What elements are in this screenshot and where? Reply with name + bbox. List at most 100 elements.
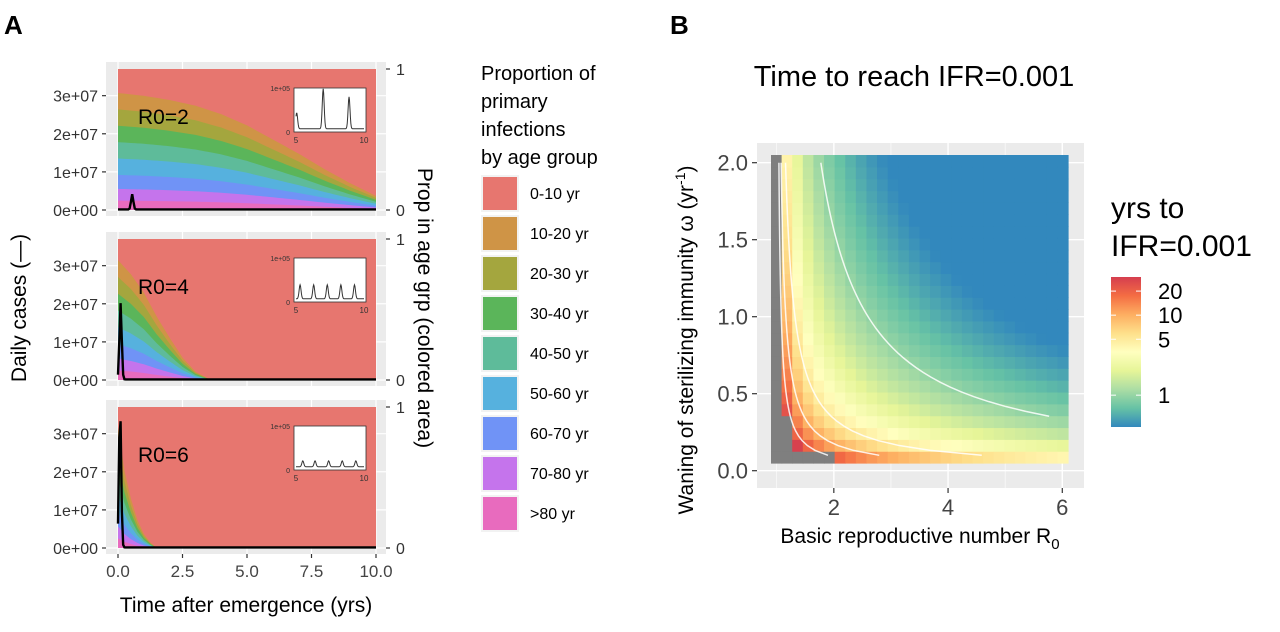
heatmap-tile <box>792 273 804 286</box>
heatmap-tile <box>1004 309 1016 322</box>
heatmap-tile <box>940 320 952 334</box>
heatmap-tile <box>993 226 1005 239</box>
heatmap-tile <box>845 451 857 464</box>
heatmap-tile <box>792 451 804 464</box>
heatmap-tile <box>961 380 974 393</box>
area-band--80-yr <box>118 200 376 210</box>
heatmap-tile <box>834 285 846 298</box>
heatmap-tile <box>781 261 793 275</box>
heatmap-tile <box>845 285 857 298</box>
heatmap-tile <box>877 356 889 369</box>
heatmap-tile <box>792 249 804 263</box>
heatmap-tile <box>781 226 793 239</box>
heatmap-tile <box>1046 202 1058 215</box>
heatmap-tile <box>834 356 846 369</box>
heatmap-tile <box>993 249 1005 263</box>
heatmap-tile <box>1036 344 1048 357</box>
heatmap-tile <box>866 166 878 180</box>
y-tick-label: 2e+07 <box>53 127 98 144</box>
heatmap-tile <box>834 226 846 239</box>
heatmap-tile <box>972 309 984 322</box>
heatmap-tile <box>983 427 995 440</box>
heatmap-tile <box>1036 356 1048 369</box>
heatmap-tile <box>771 261 783 275</box>
heatmap-tile <box>771 155 783 168</box>
heatmap-tile <box>919 320 931 334</box>
heatmap-tile <box>845 297 857 310</box>
heatmap-tile <box>972 166 984 180</box>
heatmap-tile <box>1014 356 1027 369</box>
heatmap-tile <box>1025 320 1037 334</box>
heatmap-tile <box>898 320 910 334</box>
heatmap-tile <box>781 403 793 417</box>
heatmap-tile <box>834 332 846 346</box>
heatmap-tile <box>951 368 963 381</box>
heatmap-tile <box>802 166 815 180</box>
heatmap-tile <box>930 391 942 405</box>
heatmap-tile <box>983 439 995 452</box>
heatmap-tile <box>1036 285 1048 298</box>
heatmap-tile <box>781 415 793 429</box>
heatmap-tile <box>961 451 974 464</box>
heatmap-tile <box>887 356 899 369</box>
colorbar-tick-label: 5 <box>1158 327 1170 352</box>
heatmap-tile <box>940 166 952 180</box>
heatmap-tile <box>940 237 952 251</box>
heatmap-tile <box>1014 391 1027 405</box>
inset-line <box>296 459 364 468</box>
heatmap-tile <box>908 249 921 263</box>
heatmap-tile <box>961 391 974 405</box>
inset-y-tick-label: 0 <box>286 300 290 307</box>
heatmap-tile <box>813 380 825 393</box>
heatmap-tile <box>951 309 963 322</box>
contour-line <box>820 162 1050 418</box>
heatmap-tile <box>792 320 804 334</box>
heatmap-tile <box>951 439 963 452</box>
heatmap-tile <box>930 214 942 227</box>
heatmap-tile <box>771 273 783 286</box>
heatmap-tile <box>771 320 783 334</box>
heatmap-tile <box>898 202 910 215</box>
inset-x-tick-label: 5 <box>294 474 299 483</box>
heatmap-tile <box>802 226 815 239</box>
heatmap-tile <box>940 178 952 192</box>
heatmap-tile <box>855 451 868 464</box>
heatmap-tile <box>1004 427 1016 440</box>
heatmap-tile <box>781 380 793 393</box>
heatmap-tile <box>919 451 931 464</box>
heatmap-tile <box>908 166 921 180</box>
heatmap-tile <box>1046 309 1058 322</box>
heatmap-tile <box>961 403 974 417</box>
heatmap-tile <box>1046 344 1058 357</box>
heatmap-tile <box>983 273 995 286</box>
heatmap-tile <box>1025 344 1037 357</box>
heatmap-tile <box>845 320 857 334</box>
heatmap-tile <box>1046 451 1058 464</box>
heatmap-tile <box>866 427 878 440</box>
heatmap-tile <box>834 166 846 180</box>
heatmap-tile <box>1004 155 1016 168</box>
daily-cases-line <box>116 303 376 381</box>
heatmap-tile <box>834 155 846 168</box>
heatmap-tile <box>898 166 910 180</box>
heatmap-tile <box>1014 261 1027 275</box>
heatmap-tile <box>834 261 846 275</box>
heatmap-tile <box>1025 178 1037 192</box>
heatmap-tile <box>845 155 857 168</box>
heatmap-tile <box>866 380 878 393</box>
heatmap-tile <box>972 427 984 440</box>
heatmap-tile <box>1057 427 1069 440</box>
heatmap-tile <box>919 249 931 263</box>
heatmap-tile <box>813 178 825 192</box>
heatmap-y-label-suffix: ) <box>675 166 698 173</box>
heatmap-tile <box>877 190 889 203</box>
heatmap-tile <box>930 178 942 192</box>
facet-label: R0=4 <box>138 276 189 299</box>
y-tick-label: 2e+07 <box>53 297 98 314</box>
heatmap-tile <box>1046 380 1058 393</box>
heatmap-tile <box>813 356 825 369</box>
heatmap-tile <box>1025 237 1037 251</box>
heatmap-tile <box>940 356 952 369</box>
heatmap-tile <box>951 427 963 440</box>
heatmap-tile <box>993 356 1005 369</box>
